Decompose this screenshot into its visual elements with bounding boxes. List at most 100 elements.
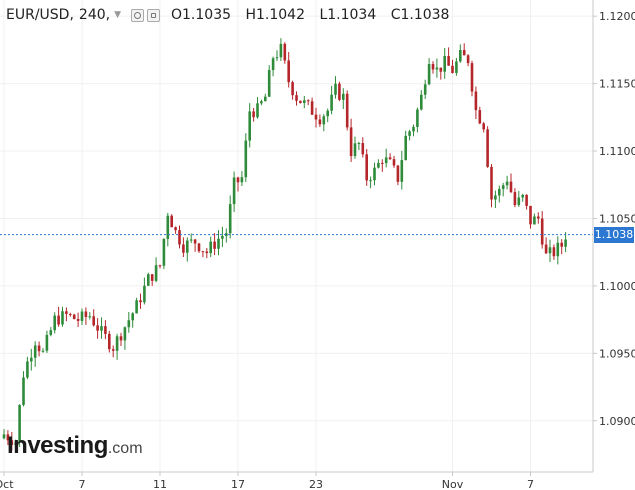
price-tick-label: 1.0950: [599, 347, 635, 360]
candle: [197, 242, 201, 253]
candle-body: [92, 316, 95, 326]
candle-body: [189, 239, 193, 241]
candle-body: [162, 238, 166, 266]
candle: [373, 162, 376, 186]
candle: [6, 430, 10, 446]
candle-body: [143, 285, 146, 303]
candle-body: [540, 218, 544, 245]
time-tick-label: Oct: [0, 478, 14, 490]
candle-body: [384, 157, 388, 164]
candle: [236, 176, 240, 192]
candle: [342, 88, 345, 109]
candle: [330, 85, 333, 115]
candle: [283, 42, 287, 64]
settings-icon[interactable]: [147, 8, 160, 22]
candle: [147, 272, 150, 287]
symbol-label[interactable]: EUR/USD,: [6, 7, 74, 23]
candle: [45, 330, 49, 353]
candle-body: [76, 318, 80, 321]
candle: [513, 188, 517, 208]
candle: [26, 356, 29, 380]
time-tick-label: 17: [231, 478, 245, 490]
candle-body: [334, 83, 337, 95]
candle: [299, 100, 302, 104]
candle-body: [314, 114, 318, 120]
candle-body: [256, 103, 259, 118]
price-tick-label: 1.1150: [599, 78, 635, 91]
candle-body: [299, 100, 302, 103]
candle: [37, 341, 41, 357]
candle-body: [197, 243, 201, 252]
candle-body: [240, 177, 244, 183]
candle-body: [537, 216, 540, 219]
candle-body: [260, 101, 263, 104]
candle: [154, 257, 158, 283]
candle: [291, 80, 294, 100]
eye-icon[interactable]: [131, 8, 144, 22]
candle: [431, 61, 435, 74]
candle: [162, 238, 166, 270]
interval-label[interactable]: 240,: [78, 7, 111, 23]
candle: [306, 99, 310, 106]
low-value: L1.1034: [319, 7, 377, 23]
candle-body: [201, 251, 205, 253]
candle: [303, 95, 306, 109]
candle: [365, 149, 368, 186]
investing-logo: Investing.com: [7, 432, 143, 460]
candle-body: [388, 157, 392, 160]
candle: [84, 307, 88, 325]
candle-body: [365, 154, 368, 181]
candle: [318, 114, 322, 127]
candle: [111, 345, 115, 358]
candle-body: [45, 334, 49, 351]
candle-body: [193, 239, 197, 244]
chevron-down-icon[interactable]: ▼: [114, 10, 121, 20]
candle-body: [400, 160, 404, 182]
candle: [474, 86, 478, 120]
candle-body: [544, 244, 548, 254]
candle-body: [342, 93, 345, 100]
candle-body: [174, 227, 177, 231]
candle-body: [26, 361, 29, 378]
candle-body: [416, 109, 419, 127]
candle: [115, 333, 119, 360]
candle: [361, 137, 365, 158]
candle: [178, 225, 181, 249]
candle: [439, 67, 443, 80]
candle: [345, 90, 349, 131]
candle-body: [338, 83, 341, 100]
candle: [18, 404, 21, 448]
candle: [228, 195, 232, 239]
candle: [139, 293, 142, 309]
candle: [240, 171, 244, 186]
candle: [69, 312, 72, 317]
candle-body: [345, 93, 349, 128]
candle: [49, 327, 53, 337]
candle-body: [49, 330, 53, 335]
candle: [357, 141, 361, 151]
candle: [88, 312, 92, 320]
candle-body: [80, 311, 84, 321]
candle-body: [225, 233, 228, 236]
candle-body: [287, 60, 290, 83]
candle-body: [127, 320, 131, 328]
candle: [533, 213, 536, 225]
high-value: H1.1042: [245, 7, 305, 23]
candle: [384, 148, 388, 168]
candle: [108, 330, 111, 353]
candle-body: [420, 94, 423, 110]
candle-body: [221, 235, 224, 239]
time-tick-label: 11: [153, 478, 167, 490]
candle-body: [10, 440, 14, 445]
candle: [314, 107, 318, 128]
candle: [201, 250, 205, 258]
candle-body: [447, 56, 450, 66]
candle-body: [474, 91, 478, 111]
price-tick-label: 1.1050: [599, 212, 635, 225]
candle: [334, 76, 337, 99]
candle: [104, 320, 107, 340]
price-tick-label: 1.1100: [599, 145, 635, 158]
candle-body: [533, 216, 536, 225]
